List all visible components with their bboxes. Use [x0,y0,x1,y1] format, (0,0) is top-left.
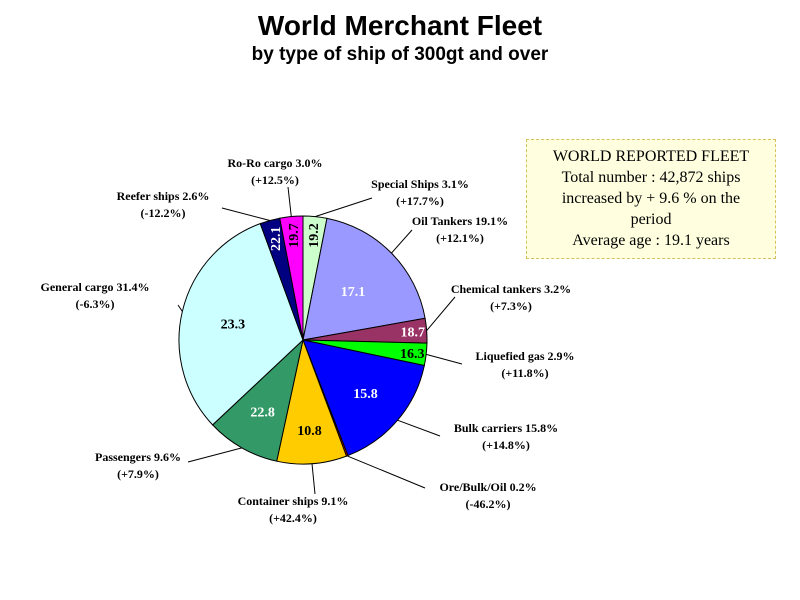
slice-label-general-cargo: General cargo 31.4% [41,280,150,294]
slice-value-liquefied-gas: 16.3 [400,347,425,362]
leader-line-special-ships [314,197,373,218]
slice-value-bulk-carriers: 15.8 [353,387,378,402]
chart-title: World Merchant Fleet [257,10,543,41]
pie-slice-oil-tankers [302,217,426,341]
slice-value-container-ships: 10.8 [297,424,322,439]
slice-value-ro-ro-cargo: 19.7 [287,223,302,248]
slice-change-oil-tankers: (+12.1%) [436,231,484,245]
slice-label-reefer-ships: Reefer ships 2.6% [117,189,210,203]
slice-change-special-ships: (+17.7%) [396,194,444,208]
leader-line-ore-bulk-oil [347,455,426,489]
leader-line-passengers [187,447,243,463]
leader-line-bulk-carriers [397,419,441,437]
slice-change-reefer-ships: (-12.2%) [141,206,186,220]
slice-label-passengers: Passengers 9.6% [95,450,181,464]
slice-change-general-cargo: (-6.3%) [76,297,115,311]
slice-label-liquefied-gas: Liquefied gas 2.9% [475,349,574,363]
slice-change-passengers: (+7.9%) [117,467,159,481]
pie-slice-passengers [211,338,304,462]
slice-change-bulk-carriers: (+14.8%) [482,438,530,452]
leader-line-general-cargo [177,304,183,312]
world-fleet-info-box: WORLD REPORTED FLEET Total number : 42,8… [526,139,776,259]
slice-label-container-ships: Container ships 9.1% [238,494,349,508]
slice-value-general-cargo: 23.3 [221,317,246,332]
slice-value-chemical-tankers: 18.7 [400,326,425,341]
slice-value-oil-tankers: 17.1 [341,285,366,300]
slice-change-container-ships: (+42.4%) [269,511,317,525]
info-line-age: Average age : 19.1 years [572,232,730,249]
leader-line-chemical-tankers [426,296,456,332]
slice-value-reefer-ships: 22.1 [269,227,284,252]
slice-label-special-ships: Special Ships 3.1% [371,177,469,191]
slice-change-chemical-tankers: (+7.3%) [490,299,532,313]
slice-change-liquefied-gas: (+11.8%) [501,366,548,380]
info-line-heading: WORLD REPORTED FLEET [552,148,750,165]
pie-slice-general-cargo [178,222,304,426]
leader-line-oil-tankers [391,229,413,254]
slice-label-ro-ro-cargo: Ro-Ro cargo 3.0% [228,156,323,170]
info-line-period: period [630,211,672,228]
info-line-increase: increased by + 9.6 % on the [561,190,741,207]
info-line-total: Total number : 42,872 ships [561,169,741,186]
slice-label-bulk-carriers: Bulk carriers 15.8% [454,421,558,435]
slice-label-ore-bulk-oil: Ore/Bulk/Oil 0.2% [439,480,536,494]
leader-line-container-ships [311,463,316,495]
slice-change-ro-ro-cargo: (+12.5%) [251,173,299,187]
chart-subtitle: by type of ship of 300gt and over [251,44,549,65]
slice-label-oil-tankers: Oil Tankers 19.1% [412,214,508,228]
slice-change-ore-bulk-oil: (-46.2%) [466,497,511,511]
slice-label-chemical-tankers: Chemical tankers 3.2% [451,282,571,296]
slice-value-passengers: 22.8 [250,405,275,420]
leader-line-liquefied-gas [426,353,463,365]
slice-value-special-ships: 19.2 [307,223,322,248]
leader-line-ro-ro-cargo [287,186,292,217]
leader-line-reefer-ships [221,207,271,221]
